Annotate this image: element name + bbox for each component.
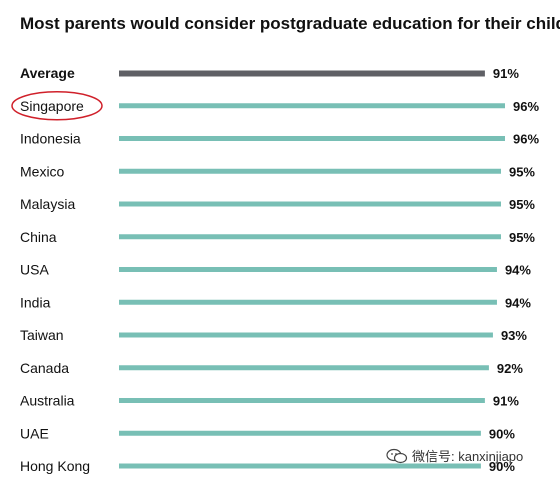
category-label: Taiwan <box>20 327 64 343</box>
bar <box>119 267 497 272</box>
bar <box>119 168 501 174</box>
category-label: Average <box>20 65 75 81</box>
value-label: 96% <box>513 132 539 147</box>
bar <box>119 430 481 436</box>
category-label: Indonesia <box>20 131 81 147</box>
bar <box>119 70 485 77</box>
category-label: Hong Kong <box>20 458 90 474</box>
highlight-circle <box>11 91 103 121</box>
category-label: Canada <box>20 360 69 376</box>
value-label: 93% <box>501 328 527 343</box>
value-label: 90% <box>489 459 515 474</box>
value-label: 92% <box>497 361 523 376</box>
chart-title: Most parents would consider postgraduate… <box>20 14 560 33</box>
category-label: Singapore <box>20 98 84 114</box>
category-label: Mexico <box>20 163 65 179</box>
category-label: India <box>20 294 51 310</box>
value-label: 91% <box>493 66 519 81</box>
wechat-icon <box>386 448 408 463</box>
bar <box>119 234 501 240</box>
category-label: UAE <box>20 425 49 441</box>
value-label: 91% <box>493 394 519 409</box>
value-label: 90% <box>489 426 515 441</box>
value-label: 94% <box>505 263 531 278</box>
watermark: 微信号: kanxinjiapo <box>386 446 523 465</box>
value-label: 95% <box>509 230 535 245</box>
bar <box>119 463 481 469</box>
category-label: Malaysia <box>20 196 75 212</box>
category-label: China <box>20 229 57 245</box>
value-label: 96% <box>513 99 539 114</box>
bar <box>119 299 497 305</box>
bar <box>119 398 485 403</box>
bar <box>119 201 501 207</box>
bar <box>119 103 505 109</box>
value-label: 95% <box>509 197 535 212</box>
value-label: 95% <box>509 164 535 179</box>
bar <box>119 332 493 338</box>
value-label: 94% <box>505 295 531 310</box>
category-label: USA <box>20 262 49 278</box>
bar <box>119 365 489 371</box>
watermark-text: 微信号: kanxinjiapo <box>412 449 524 464</box>
category-label: Australia <box>20 393 75 409</box>
bar <box>119 136 505 141</box>
